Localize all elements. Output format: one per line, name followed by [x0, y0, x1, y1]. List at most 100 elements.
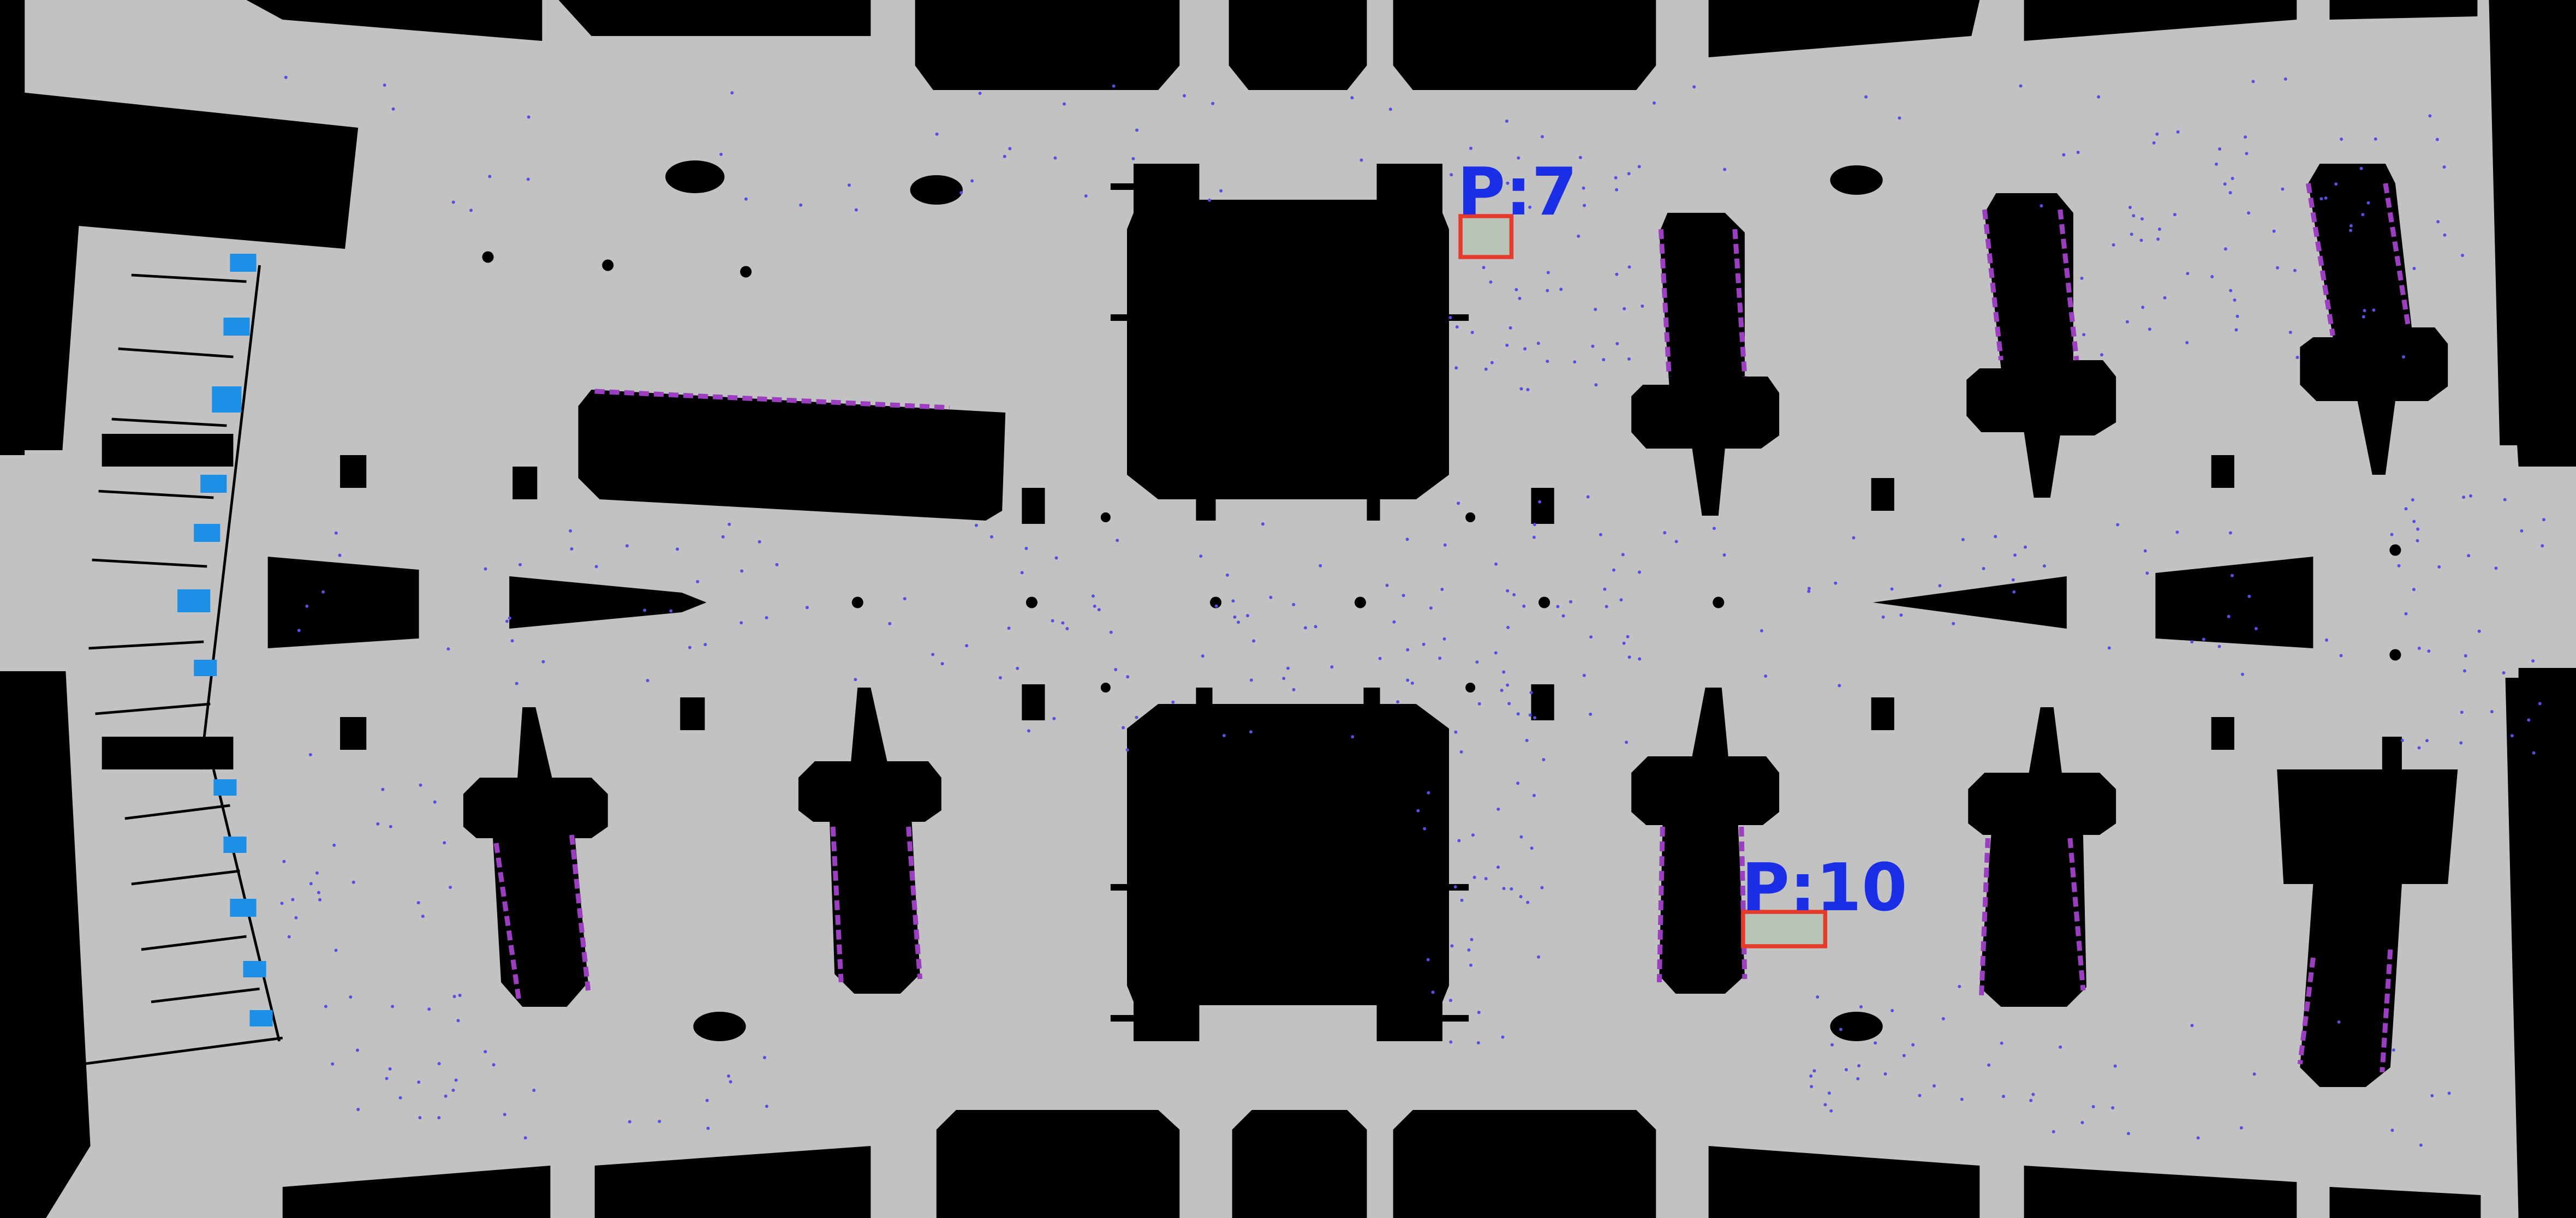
scan-point: [1097, 608, 1101, 612]
scan-point: [1405, 538, 1409, 541]
scan-point: [1546, 271, 1550, 274]
scan-point: [729, 1080, 732, 1084]
scan-point: [1518, 296, 1522, 300]
scan-point: [2502, 671, 2506, 674]
scan-point: [1282, 677, 1286, 680]
scan-point: [1594, 383, 1598, 387]
scan-point: [1623, 307, 1626, 311]
scan-point: [1692, 85, 1696, 89]
scan-point: [2324, 196, 2328, 200]
scan-point: [965, 644, 969, 648]
scan-point: [1582, 673, 1586, 677]
scan-point: [2462, 669, 2466, 673]
scan-point: [1512, 593, 1516, 596]
scan-point: [1532, 535, 1536, 539]
scan-point: [383, 83, 386, 87]
scan-point: [1941, 1017, 1945, 1020]
scan-point: [1112, 84, 1116, 88]
scan-point: [1891, 1008, 1894, 1012]
top-edge-blocks: [246, 0, 2478, 90]
scan-point: [1538, 500, 1542, 504]
scan-point: [1249, 730, 1253, 734]
scan-point: [1852, 536, 1856, 540]
scan-point: [1450, 944, 1454, 948]
scan-point: [484, 1050, 487, 1054]
scan-point: [1810, 1085, 1814, 1089]
scan-point: [1484, 877, 1488, 881]
scan-point: [1020, 571, 1024, 575]
scan-point: [1839, 1028, 1842, 1031]
scan-point: [2325, 638, 2329, 642]
scan-point: [669, 609, 673, 613]
scan-point: [508, 616, 511, 620]
scan-point: [959, 191, 963, 195]
scan-point: [1219, 189, 1223, 193]
scan-point: [1410, 681, 1414, 685]
scan-point: [1457, 501, 1460, 505]
scan-point: [1201, 654, 1204, 658]
scan-point: [2185, 341, 2189, 344]
scan-point: [1589, 712, 1593, 716]
stall-edge-markers: [493, 183, 2411, 1073]
scan-point: [2520, 529, 2524, 533]
scan-point: [1577, 234, 1581, 238]
scan-point: [2464, 654, 2467, 658]
scan-point: [2148, 327, 2151, 331]
scan-point: [2436, 220, 2440, 224]
scan-points: [280, 75, 2546, 1147]
scan-point: [1528, 205, 1532, 209]
annotation-p10[interactable]: P:10: [1741, 850, 1907, 948]
annotation-p7[interactable]: P:7: [1457, 154, 1577, 259]
scan-point: [1455, 325, 1459, 329]
scan-point: [356, 1108, 360, 1112]
scan-point: [2447, 1091, 2451, 1095]
scan-point: [1523, 347, 1527, 351]
scan-point: [2442, 165, 2446, 169]
scan-point: [1505, 120, 1508, 123]
scan-point: [2091, 1105, 2095, 1108]
scan-point: [1125, 748, 1129, 752]
scan-point: [2319, 197, 2323, 201]
annotation-label-p7: P:7: [1457, 154, 1577, 230]
scan-point: [2111, 1106, 2115, 1110]
scan-point: [1519, 895, 1523, 899]
scan-point: [1003, 154, 1006, 158]
scan-point: [703, 643, 707, 647]
scan-point: [658, 1120, 661, 1123]
scan-point: [1599, 533, 1602, 536]
scan-point: [1615, 342, 1619, 345]
scan-point: [437, 1116, 441, 1120]
scan-point: [541, 660, 545, 664]
scan-point: [1109, 630, 1113, 634]
scan-point: [2176, 130, 2180, 134]
scan-point: [1453, 885, 1457, 889]
scan-point: [2143, 549, 2147, 553]
scan-point: [2288, 331, 2292, 334]
scan-point: [458, 994, 462, 997]
scan-point: [1007, 626, 1011, 630]
scan-point: [2276, 266, 2280, 270]
scan-point: [427, 1007, 431, 1011]
scan-point: [1506, 589, 1510, 593]
scan-point: [1890, 587, 1894, 591]
scan-point: [1440, 588, 1444, 591]
scan-point: [523, 1136, 527, 1140]
scan-point: [1477, 702, 1481, 706]
scan-point: [628, 1120, 631, 1124]
scan-point: [391, 1005, 395, 1008]
pillars: [340, 160, 2401, 1041]
scan-point: [1857, 1064, 1861, 1067]
scan-point: [1416, 809, 1420, 813]
scan-point: [1052, 717, 1056, 720]
scan-point: [1084, 194, 1088, 198]
scan-point: [2541, 544, 2544, 548]
scan-point: [569, 529, 573, 533]
scan-point: [2052, 1130, 2055, 1133]
scan-point: [2372, 308, 2376, 312]
scan-point: [321, 590, 325, 594]
scan-point: [1460, 898, 1464, 902]
scan-point: [1350, 96, 1354, 100]
scan-point: [1292, 688, 1296, 691]
scan-point: [2163, 296, 2167, 300]
